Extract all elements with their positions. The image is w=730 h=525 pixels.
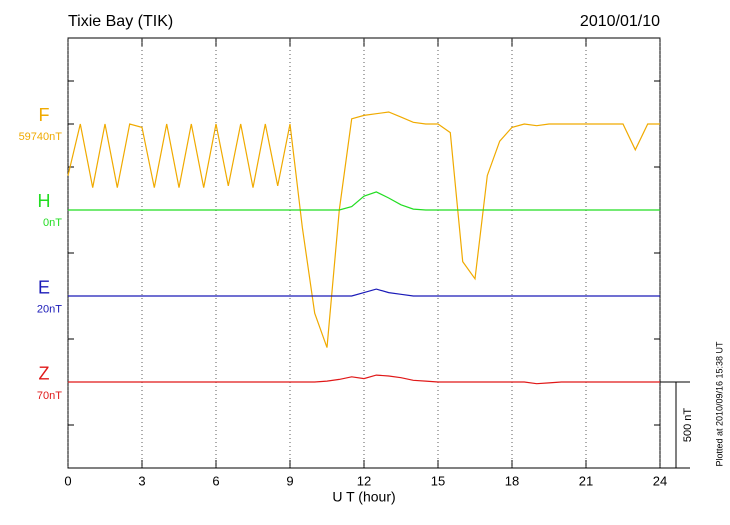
x-tick-label: 6	[212, 473, 219, 488]
baseline-label: 59740nT	[19, 131, 63, 143]
date: 2010/01/10	[580, 13, 660, 30]
x-tick-label: 12	[357, 473, 371, 488]
x-tick-label: 24	[653, 473, 667, 488]
x-tick-label: 3	[138, 473, 145, 488]
series-line	[68, 374, 660, 385]
chart-title: Tixie Bay (TIK)	[68, 13, 173, 30]
legend-label: H	[38, 191, 51, 211]
baseline-label: 0nT	[43, 217, 62, 229]
series-line	[68, 288, 660, 297]
legend-label: Z	[39, 364, 50, 384]
series-line	[67, 111, 660, 348]
baseline-label: 20nT	[37, 304, 62, 316]
x-axis-label: U T (hour)	[332, 489, 395, 505]
footnote: Plotted at 2010/09/16 15:38 UT	[714, 341, 724, 467]
series-line	[68, 191, 660, 211]
x-tick-label: 0	[64, 473, 71, 488]
baseline-label: 70nT	[37, 390, 62, 402]
x-tick-label: 21	[579, 473, 593, 488]
x-tick-label: 15	[431, 473, 445, 488]
legend-label: E	[38, 277, 50, 297]
x-tick-label: 18	[505, 473, 519, 488]
x-tick-label: 9	[286, 473, 293, 488]
scale-bar-label: 500 nT	[682, 408, 694, 443]
legend-label: F	[39, 105, 50, 125]
